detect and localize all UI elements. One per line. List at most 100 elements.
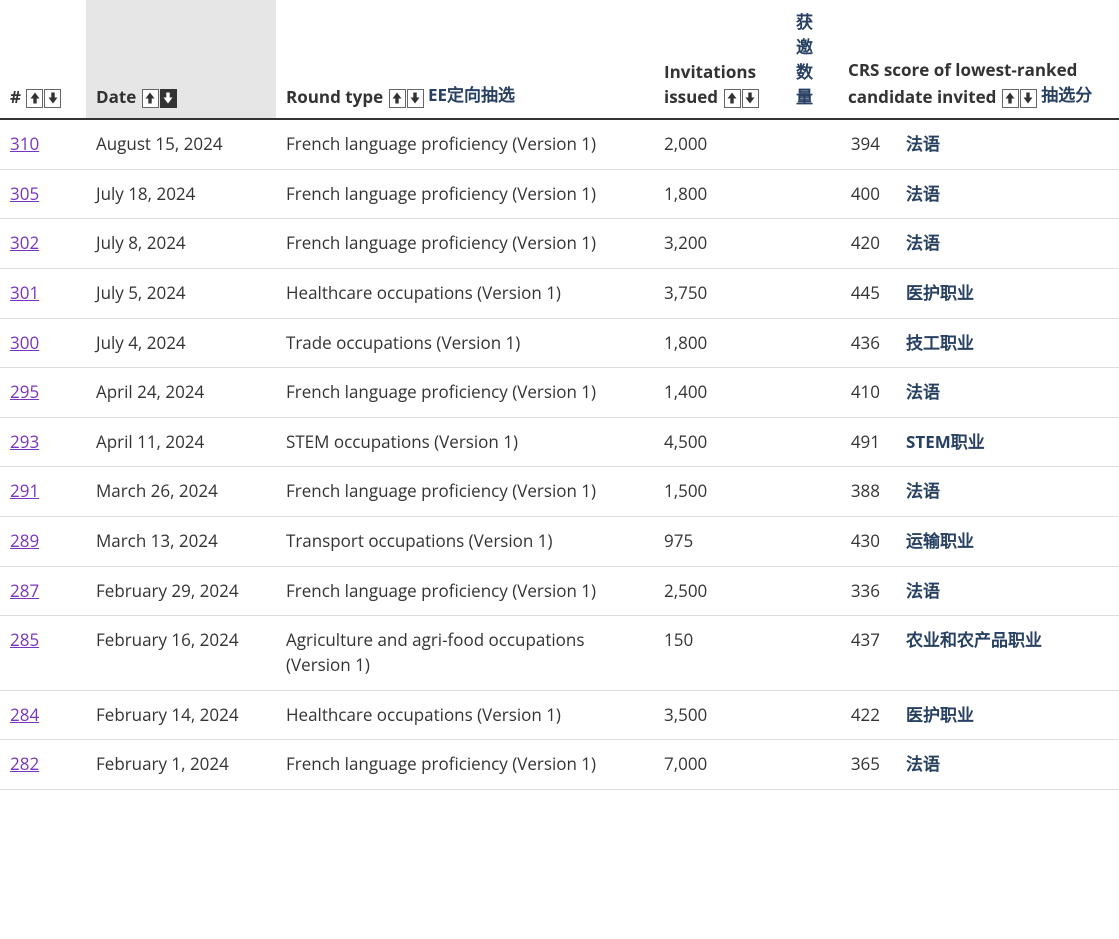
sort-asc-number-button[interactable] (26, 89, 43, 108)
cell-crs: 336 (838, 566, 896, 616)
cell-invitations: 2,500 (654, 566, 786, 616)
round-link[interactable]: 285 (10, 628, 39, 651)
cell-invitations: 4,500 (654, 417, 786, 467)
cell-invitations-cn-spacer (786, 368, 838, 418)
cell-date: April 11, 2024 (86, 417, 276, 467)
cell-invitations: 1,400 (654, 368, 786, 418)
sort-desc-date-button[interactable] (160, 89, 177, 108)
category-cn-label: 法语 (906, 479, 940, 502)
sort-desc-invitations-button[interactable] (742, 89, 759, 108)
round-link[interactable]: 302 (10, 231, 39, 254)
cell-date: July 4, 2024 (86, 318, 276, 368)
cell-round-type: French language proficiency (Version 1) (276, 566, 654, 616)
cell-category-cn: 医护职业 (896, 268, 1119, 318)
table-row: 291March 26, 2024French language profici… (0, 467, 1119, 517)
category-cn-label: 法语 (906, 380, 940, 403)
cell-invitations-cn-spacer (786, 169, 838, 219)
cell-crs: 365 (838, 740, 896, 790)
round-link[interactable]: 301 (10, 281, 39, 304)
sort-desc-number-button[interactable] (44, 89, 61, 108)
table-body: 310August 15, 2024French language profic… (0, 119, 1119, 789)
cell-round-number: 301 (0, 268, 86, 318)
col-header-number: # (0, 0, 86, 119)
round-link[interactable]: 282 (10, 752, 39, 775)
cell-category-cn: 农业和农产品职业 (896, 616, 1119, 690)
category-cn-label: 技工职业 (906, 331, 974, 354)
cell-date: February 14, 2024 (86, 690, 276, 740)
category-cn-label: 医护职业 (906, 703, 974, 726)
round-link[interactable]: 284 (10, 703, 39, 726)
cell-round-number: 300 (0, 318, 86, 368)
category-cn-label: STEM职业 (906, 430, 985, 453)
cell-round-type: French language proficiency (Version 1) (276, 119, 654, 169)
col-header-invitations-cn: 获邀数量 (786, 0, 838, 119)
cell-crs: 400 (838, 169, 896, 219)
cell-invitations-cn-spacer (786, 690, 838, 740)
round-link[interactable]: 291 (10, 479, 39, 502)
cell-round-type: Healthcare occupations (Version 1) (276, 690, 654, 740)
cell-invitations: 975 (654, 517, 786, 567)
cell-round-type: French language proficiency (Version 1) (276, 740, 654, 790)
cell-round-number: 305 (0, 169, 86, 219)
round-link[interactable]: 295 (10, 380, 39, 403)
cell-invitations-cn-spacer (786, 566, 838, 616)
cell-invitations-cn-spacer (786, 517, 838, 567)
cell-category-cn: 法语 (896, 566, 1119, 616)
cell-crs: 491 (838, 417, 896, 467)
cell-category-cn: 法语 (896, 368, 1119, 418)
col-header-date-label: Date (96, 85, 136, 108)
arrow-down-icon (48, 93, 57, 104)
cell-round-number: 285 (0, 616, 86, 690)
sort-asc-invitations-button[interactable] (724, 89, 741, 108)
round-link[interactable]: 310 (10, 132, 39, 155)
sort-asc-crs-button[interactable] (1002, 89, 1019, 108)
arrow-up-icon (30, 93, 39, 104)
sort-desc-type-button[interactable] (407, 89, 424, 108)
cell-date: March 13, 2024 (86, 517, 276, 567)
cell-category-cn: 法语 (896, 740, 1119, 790)
cell-date: July 5, 2024 (86, 268, 276, 318)
round-link[interactable]: 287 (10, 579, 39, 602)
category-cn-label: 农业和农产品职业 (906, 628, 1042, 651)
table-row: 302July 8, 2024French language proficien… (0, 219, 1119, 269)
col-header-invitations-cn-label: 获邀数量 (796, 10, 813, 108)
cell-category-cn: 法语 (896, 169, 1119, 219)
round-link[interactable]: 293 (10, 430, 39, 453)
cell-crs: 436 (838, 318, 896, 368)
cell-invitations-cn-spacer (786, 318, 838, 368)
cell-invitations-cn-spacer (786, 417, 838, 467)
cell-round-type: Healthcare occupations (Version 1) (276, 268, 654, 318)
arrow-down-icon (746, 93, 755, 104)
sort-desc-crs-button[interactable] (1020, 89, 1037, 108)
table-row: 284 February 14, 2024Healthcare occupatio… (0, 690, 1119, 740)
cell-date: August 15, 2024 (86, 119, 276, 169)
cell-invitations: 3,500 (654, 690, 786, 740)
table-row: 305July 18, 2024French language proficie… (0, 169, 1119, 219)
cell-invitations-cn-spacer (786, 616, 838, 690)
cell-category-cn: STEM职业 (896, 417, 1119, 467)
sort-asc-type-button[interactable] (389, 89, 406, 108)
cell-round-number: 293 (0, 417, 86, 467)
cell-category-cn: 法语 (896, 467, 1119, 517)
cell-round-type: Trade occupations (Version 1) (276, 318, 654, 368)
cell-category-cn: 技工职业 (896, 318, 1119, 368)
arrow-down-icon (164, 93, 173, 104)
sort-asc-date-button[interactable] (142, 89, 159, 108)
col-header-round-type-label: Round type (286, 85, 383, 108)
round-link[interactable]: 305 (10, 182, 39, 205)
cell-invitations-cn-spacer (786, 268, 838, 318)
col-header-crs-cn: 抽选分 (1041, 83, 1092, 106)
round-link[interactable]: 300 (10, 331, 39, 354)
cell-category-cn: 医护职业 (896, 690, 1119, 740)
cell-date: March 26, 2024 (86, 467, 276, 517)
table-row: 295April 24, 2024French language profici… (0, 368, 1119, 418)
round-link[interactable]: 289 (10, 529, 39, 552)
cell-date: July 18, 2024 (86, 169, 276, 219)
col-header-round-type: Round type EE定向抽选 (276, 0, 654, 119)
col-header-round-type-cn: EE定向抽选 (428, 83, 515, 106)
col-header-number-label: # (10, 85, 21, 108)
cell-round-number: 289 (0, 517, 86, 567)
cell-crs: 420 (838, 219, 896, 269)
cell-invitations-cn-spacer (786, 219, 838, 269)
category-cn-label: 法语 (906, 579, 940, 602)
